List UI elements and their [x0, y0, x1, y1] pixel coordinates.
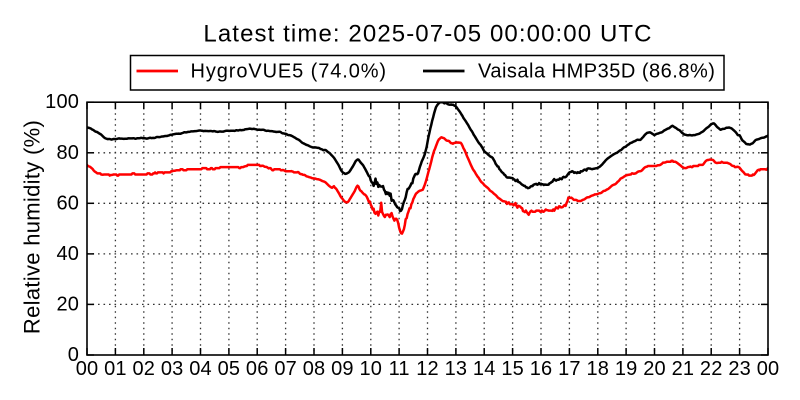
svg-text:05: 05 — [218, 358, 241, 380]
svg-text:10: 10 — [360, 358, 383, 380]
svg-text:15: 15 — [501, 358, 524, 380]
svg-text:06: 06 — [246, 358, 269, 380]
svg-text:Relative humidity (%): Relative humidity (%) — [20, 120, 45, 334]
svg-text:21: 21 — [672, 358, 695, 380]
svg-text:09: 09 — [331, 358, 354, 380]
svg-text:13: 13 — [445, 358, 468, 380]
svg-text:02: 02 — [133, 358, 156, 380]
svg-text:18: 18 — [587, 358, 610, 380]
svg-text:04: 04 — [189, 358, 212, 380]
svg-text:14: 14 — [473, 358, 496, 380]
svg-text:07: 07 — [274, 358, 297, 380]
svg-text:17: 17 — [558, 358, 581, 380]
svg-text:0: 0 — [68, 344, 79, 366]
svg-text:40: 40 — [56, 243, 79, 265]
svg-text:00: 00 — [76, 358, 99, 380]
svg-text:00: 00 — [757, 358, 780, 380]
svg-text:HygroVUE5 (74.0%): HygroVUE5 (74.0%) — [191, 61, 387, 83]
svg-text:80: 80 — [56, 142, 79, 164]
svg-text:12: 12 — [416, 358, 439, 380]
svg-text:22: 22 — [700, 358, 723, 380]
svg-text:20: 20 — [56, 293, 79, 315]
svg-text:Latest time: 2025-07-05 00:00:: Latest time: 2025-07-05 00:00:00 UTC — [203, 21, 652, 48]
svg-text:11: 11 — [389, 358, 410, 380]
svg-text:19: 19 — [615, 358, 638, 380]
svg-text:03: 03 — [161, 358, 184, 380]
svg-text:Vaisala HMP35D (86.8%): Vaisala HMP35D (86.8%) — [478, 61, 715, 83]
svg-text:16: 16 — [530, 358, 553, 380]
svg-text:20: 20 — [643, 358, 666, 380]
svg-text:60: 60 — [56, 192, 79, 214]
svg-text:01: 01 — [104, 358, 127, 380]
svg-text:23: 23 — [728, 358, 751, 380]
svg-text:08: 08 — [303, 358, 326, 380]
svg-text:100: 100 — [45, 91, 79, 113]
